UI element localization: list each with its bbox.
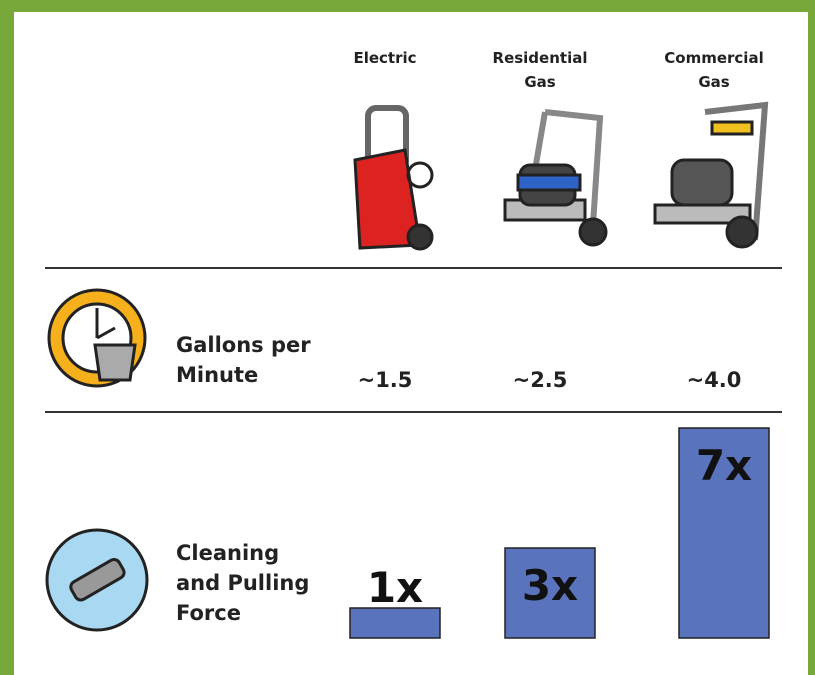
- bar-label: 7x: [696, 441, 752, 490]
- electric-washer-icon: [355, 108, 432, 249]
- gpm-value: ~2.5: [480, 368, 600, 392]
- page: {"columns": ["Electric", "Residential Ga…: [0, 0, 815, 675]
- row-label: Cleaning and Pulling Force: [176, 538, 326, 628]
- column-header: Commercial Gas: [654, 46, 774, 94]
- column-header: Residential Gas: [480, 46, 600, 94]
- column-header: Electric: [325, 46, 445, 70]
- gallons-icon: [49, 290, 145, 386]
- gpm-value: ~1.5: [325, 368, 445, 392]
- bar: [350, 608, 440, 638]
- residential-gas-icon: [505, 112, 606, 245]
- row-label: Gallons per Minute: [176, 330, 316, 390]
- gpm-value: ~4.0: [654, 368, 774, 392]
- bar-label: 3x: [522, 561, 578, 610]
- force-icon: [47, 530, 147, 630]
- bar-label: 1x: [367, 563, 423, 612]
- commercial-gas-icon: [655, 105, 765, 247]
- illustrations: 1x 3x 7x: [0, 0, 815, 675]
